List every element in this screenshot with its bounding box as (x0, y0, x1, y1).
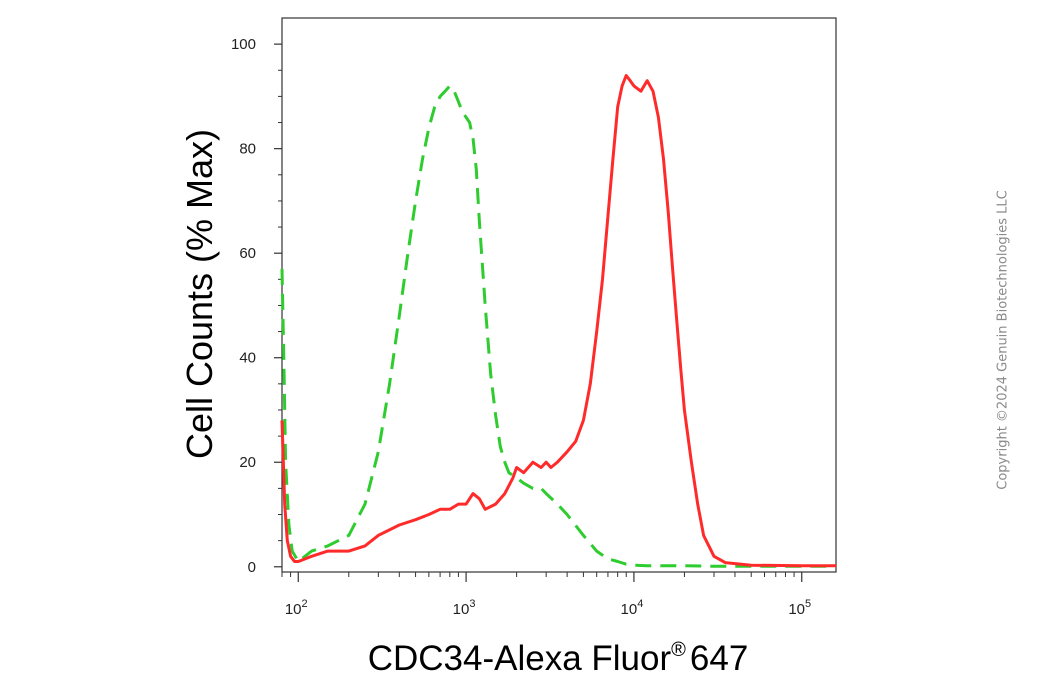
copyright-notice: Copyright ©2024 Genuin Biotechnologies L… (995, 190, 1011, 490)
x-tick-label: 102 (285, 598, 308, 618)
x-tick-label: 104 (621, 598, 644, 618)
y-tick-label: 40 (239, 350, 256, 367)
plot-frame (281, 17, 837, 573)
x-axis-title: CDC34-Alexa Fluor® 647 (368, 639, 749, 678)
x-axis-title-suffix: 647 (690, 639, 748, 678)
y-axis: 0 20 40 60 80 100 (231, 36, 282, 576)
y-tick-label: 0 (248, 559, 256, 576)
x-tick-label: 103 (453, 598, 476, 618)
y-tick-label: 20 (239, 454, 256, 471)
series-line-dashed-green (280, 84, 836, 568)
series-lines (280, 74, 836, 568)
plot-area (281, 17, 837, 573)
x-axis-title-main: CDC34-Alexa Fluor (368, 639, 672, 678)
series-line-solid-red (280, 74, 836, 568)
y-tick-label: 100 (231, 36, 256, 53)
y-tick-label: 80 (239, 141, 256, 158)
x-axis-title-superscript: ® (671, 639, 686, 661)
y-axis-title: Cell Counts (% Max) (179, 129, 220, 459)
x-tick-label: 105 (788, 598, 811, 618)
y-tick-label: 60 (239, 245, 256, 262)
x-axis: 102 103 104 105 (281, 572, 811, 618)
